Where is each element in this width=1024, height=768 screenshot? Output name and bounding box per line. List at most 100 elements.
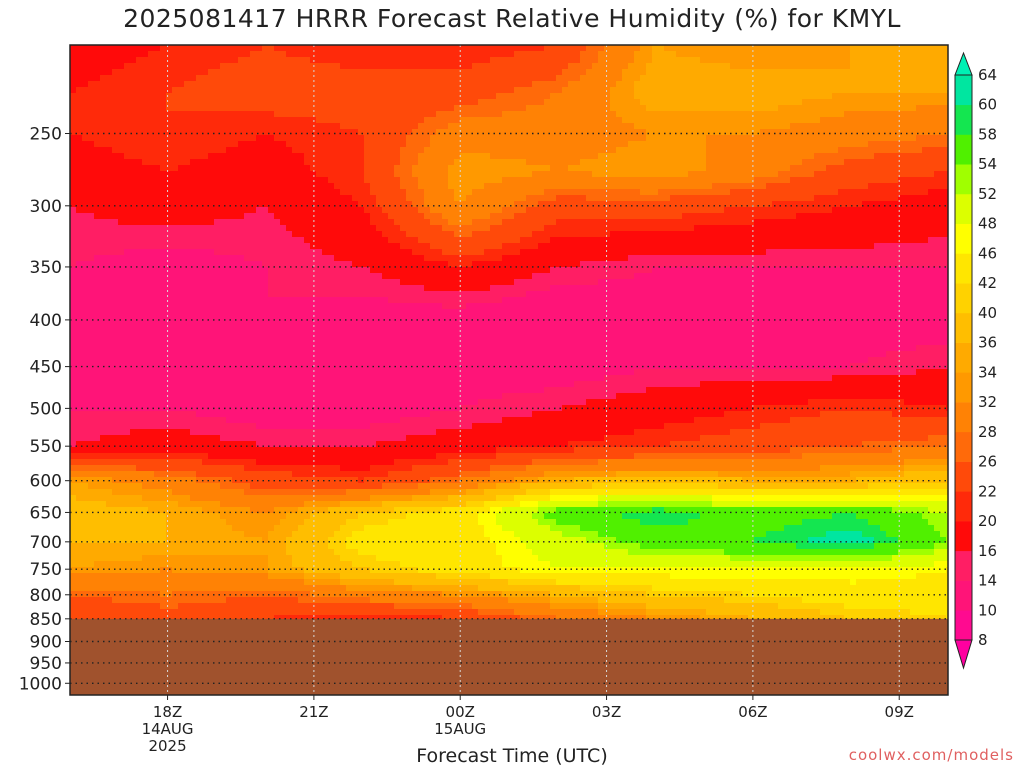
rh-cell	[808, 51, 815, 58]
rh-cell	[766, 153, 773, 160]
rh-cell	[874, 135, 881, 142]
rh-cell	[370, 123, 377, 130]
rh-cell	[730, 237, 737, 244]
rh-cell	[82, 225, 89, 232]
rh-cell	[460, 111, 467, 118]
rh-cell	[322, 243, 329, 250]
rh-cell	[322, 123, 329, 130]
rh-cell	[760, 129, 767, 136]
rh-cell	[130, 111, 137, 118]
rh-cell	[76, 159, 83, 166]
rh-cell	[136, 165, 143, 172]
rh-cell	[790, 69, 797, 76]
rh-cell	[484, 69, 491, 76]
rh-cell	[100, 135, 107, 142]
rh-cell	[430, 75, 437, 82]
rh-cell	[748, 87, 755, 94]
rh-cell	[766, 183, 773, 190]
rh-cell	[778, 87, 785, 94]
rh-cell	[400, 45, 407, 52]
rh-cell	[598, 183, 605, 190]
rh-cell	[394, 45, 401, 52]
rh-cell	[370, 81, 377, 88]
rh-cell	[904, 207, 911, 214]
rh-cell	[634, 117, 641, 124]
rh-cell	[730, 153, 737, 160]
rh-cell	[670, 195, 677, 202]
rh-cell	[796, 117, 803, 124]
rh-cell	[148, 129, 155, 136]
rh-cell	[148, 165, 155, 172]
rh-cell	[118, 189, 125, 196]
rh-cell	[640, 177, 647, 184]
rh-cell	[640, 81, 647, 88]
rh-cell	[244, 69, 251, 76]
rh-cell	[682, 93, 689, 100]
rh-cell	[628, 45, 635, 52]
rh-cell	[700, 99, 707, 106]
rh-cell	[532, 183, 539, 190]
rh-cell	[814, 57, 821, 64]
rh-cell	[202, 81, 209, 88]
rh-cell	[352, 213, 359, 220]
rh-cell	[502, 147, 509, 154]
rh-cell	[844, 237, 851, 244]
rh-cell	[646, 177, 653, 184]
rh-cell	[412, 243, 419, 250]
rh-cell	[592, 243, 599, 250]
rh-cell	[640, 237, 647, 244]
rh-cell	[934, 141, 941, 148]
rh-cell	[112, 75, 119, 82]
rh-cell	[688, 195, 695, 202]
rh-cell	[940, 231, 947, 238]
rh-cell	[352, 219, 359, 226]
rh-cell	[346, 207, 353, 214]
rh-cell	[622, 153, 629, 160]
rh-cell	[412, 201, 419, 208]
rh-cell	[604, 177, 611, 184]
rh-cell	[544, 105, 551, 112]
rh-cell	[118, 75, 125, 82]
rh-cell	[658, 141, 665, 148]
rh-cell	[124, 219, 131, 226]
rh-cell	[280, 117, 287, 124]
rh-cell	[850, 87, 857, 94]
rh-cell	[604, 219, 611, 226]
rh-cell	[562, 165, 569, 172]
rh-cell	[706, 57, 713, 64]
rh-cell	[922, 153, 929, 160]
rh-cell	[454, 237, 461, 244]
rh-cell	[154, 99, 161, 106]
rh-cell	[100, 243, 107, 250]
rh-cell	[772, 105, 779, 112]
rh-cell	[610, 123, 617, 130]
rh-cell	[712, 105, 719, 112]
rh-cell	[376, 207, 383, 214]
rh-cell	[118, 57, 125, 64]
rh-cell	[886, 111, 893, 118]
rh-cell	[196, 153, 203, 160]
rh-cell	[874, 87, 881, 94]
rh-cell	[214, 201, 221, 208]
rh-cell	[466, 207, 473, 214]
rh-cell	[466, 141, 473, 148]
rh-cell	[556, 183, 563, 190]
rh-cell	[418, 177, 425, 184]
rh-cell	[538, 51, 545, 58]
rh-cell	[424, 105, 431, 112]
rh-cell	[382, 201, 389, 208]
rh-cell	[718, 171, 725, 178]
rh-cell	[556, 51, 563, 58]
rh-cell	[850, 183, 857, 190]
rh-cell	[310, 171, 317, 178]
rh-cell	[628, 105, 635, 112]
rh-cell	[574, 177, 581, 184]
rh-cell	[472, 57, 479, 64]
rh-cell	[598, 201, 605, 208]
rh-cell	[676, 225, 683, 232]
rh-cell	[160, 231, 167, 238]
rh-cell	[616, 153, 623, 160]
rh-cell	[826, 237, 833, 244]
rh-cell	[274, 219, 281, 226]
rh-cell	[754, 183, 761, 190]
